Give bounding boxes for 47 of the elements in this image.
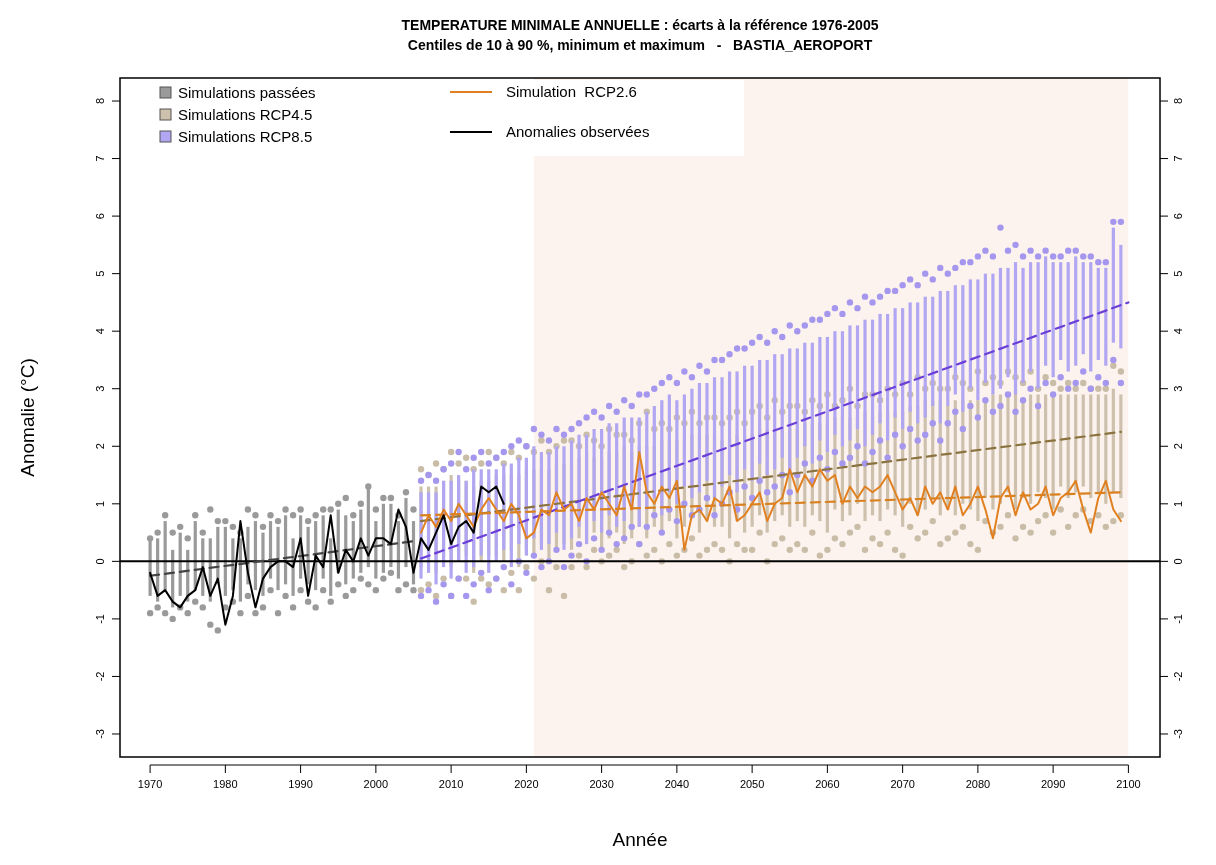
chart-subtitle: Centiles de 10 à 90 %, minimum et maximum - BASTIA_AEROPORT bbox=[407, 37, 873, 53]
y-tick-label: 7 bbox=[94, 155, 106, 162]
y2-tick-label: -1 bbox=[1172, 614, 1184, 624]
x-tick-label: 2060 bbox=[815, 778, 840, 790]
y2-tick-label: 0 bbox=[1172, 558, 1184, 565]
y2-tick-label: -3 bbox=[1172, 729, 1184, 739]
x-tick-label: 2100 bbox=[1116, 778, 1141, 790]
y-tick-label: 5 bbox=[94, 270, 106, 277]
legend-label: Simulations RCP4.5 bbox=[178, 106, 313, 123]
y-tick-label: 2 bbox=[94, 443, 106, 450]
y2-tick-label: 5 bbox=[1172, 270, 1184, 277]
y-tick-label: 3 bbox=[94, 385, 106, 392]
x-tick-label: 1970 bbox=[137, 778, 163, 790]
x-tick-label: 2020 bbox=[514, 778, 539, 790]
y-tick-label: 0 bbox=[94, 558, 106, 565]
y2-tick-label: 1 bbox=[1172, 500, 1184, 507]
x-axis-title: Année bbox=[612, 829, 668, 850]
x-tick-label: 2040 bbox=[664, 778, 690, 790]
y-tick-label: -2 bbox=[94, 671, 106, 682]
y2-tick-label: 4 bbox=[1172, 328, 1184, 335]
y-tick-label: -3 bbox=[94, 729, 106, 739]
x-tick-label: 2010 bbox=[438, 778, 464, 790]
y-tick-label: 8 bbox=[94, 97, 106, 105]
y2-tick-label: 3 bbox=[1172, 385, 1184, 392]
x-tick-label: 2030 bbox=[589, 778, 614, 790]
x-tick-label: 2070 bbox=[890, 778, 915, 790]
y-axis-title: Anomalie (°C) bbox=[17, 358, 38, 477]
y2-tick-label: 8 bbox=[1172, 97, 1184, 105]
chart-title: TEMPERATURE MINIMALE ANNUELLE : écarts à la référence 1976-2005 bbox=[401, 17, 879, 33]
y-tick-label: 4 bbox=[94, 328, 106, 335]
y2-tick-label: 6 bbox=[1172, 213, 1184, 220]
x-tick-label: 2080 bbox=[965, 778, 991, 790]
y-tick-label: 1 bbox=[94, 500, 106, 507]
y2-tick-label: -2 bbox=[1172, 671, 1184, 682]
y-tick-label: -1 bbox=[94, 614, 106, 624]
legend-label: Simulations passées bbox=[178, 84, 316, 101]
legend-label: Simulation RCP2.6 bbox=[506, 83, 637, 100]
x-tick-label: 2000 bbox=[363, 778, 389, 790]
x-tick-label: 1990 bbox=[288, 778, 313, 790]
y-tick-label: 6 bbox=[94, 213, 106, 220]
legend-label: Anomalies observées bbox=[506, 123, 650, 140]
x-tick-label: 1980 bbox=[213, 778, 238, 790]
y2-tick-label: 2 bbox=[1172, 443, 1184, 450]
y2-tick-label: 7 bbox=[1172, 155, 1184, 162]
x-tick-label: 2050 bbox=[739, 778, 765, 790]
legend-label: Simulations RCP8.5 bbox=[178, 128, 313, 145]
x-tick-label: 2090 bbox=[1040, 778, 1066, 790]
